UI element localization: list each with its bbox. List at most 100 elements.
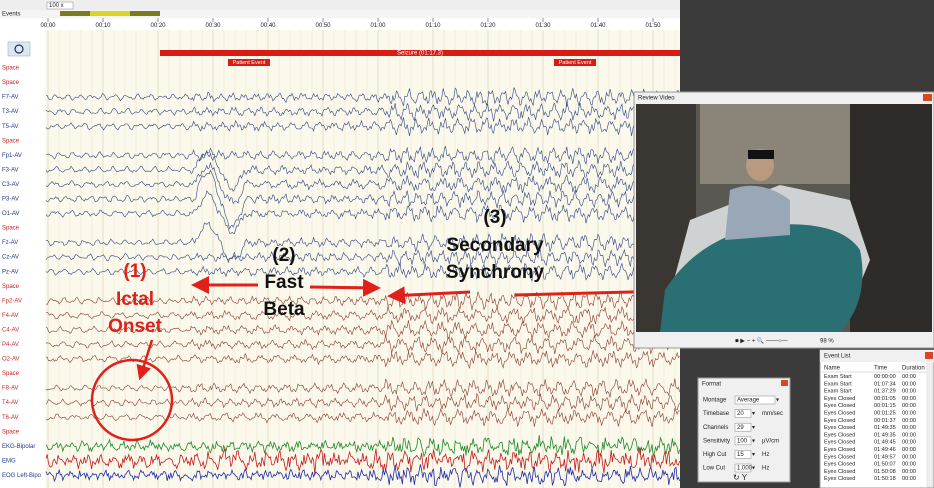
event-cell: Eyes Closed [824, 469, 855, 475]
field-value[interactable]: 100 [737, 438, 748, 444]
column-header: Name [824, 366, 841, 372]
event-cell: Eyes Closed [824, 440, 855, 446]
event-cell: 01:49:45 [874, 440, 896, 446]
event-cell: 01:37:29 [874, 389, 896, 395]
close-button[interactable] [781, 380, 788, 386]
event-cell: 00:01:05 [874, 396, 896, 402]
channel-label: T6-AV [2, 415, 19, 421]
event-cell: 00:00 [902, 396, 916, 402]
channel-label: C4-AV [2, 327, 19, 333]
dropdown-arrow[interactable]: ▾ [752, 466, 755, 472]
annotation-number: (2) [272, 245, 295, 266]
dropdown-arrow[interactable]: ▾ [752, 425, 755, 431]
time-label: 00:20 [150, 23, 166, 29]
dropdown-arrow[interactable]: ▾ [752, 452, 755, 458]
dropdown-arrow[interactable]: ▾ [776, 398, 779, 404]
field-label: Montage [703, 398, 727, 404]
annotation-text: Ictal [116, 289, 154, 310]
video-scene [700, 104, 850, 184]
event-cell: 01:49:57 [874, 454, 896, 460]
event-cell: 01:49:35 [874, 432, 896, 438]
video-zoom: 98 % [820, 339, 834, 345]
event-cell: Eyes Closed [824, 403, 855, 409]
privacy-bar [748, 150, 774, 159]
event-list: Event List NameTimeDurationExam Start00:… [820, 350, 934, 488]
event-cell: Exam Start [824, 389, 852, 395]
annotation-text: Synchrony [446, 262, 545, 283]
annotation-text: Beta [263, 299, 305, 320]
time-label: 00:00 [40, 23, 56, 29]
annotation-text: Secondary [446, 235, 544, 256]
channel-label: EOG Left-Bipo [2, 473, 42, 479]
field-value[interactable]: 29 [737, 425, 744, 431]
window-title: Event List [824, 354, 851, 360]
event-cell: Eyes Closed [824, 462, 855, 468]
time-label: 01:10 [425, 23, 441, 29]
event-cell: 00:01:15 [874, 403, 896, 409]
event-cell: 00:00 [902, 476, 916, 482]
field-unit: Hz [762, 452, 769, 458]
zoom[interactable]: 100 x [49, 3, 64, 9]
channel-label: Space [2, 226, 20, 232]
arrow [310, 287, 378, 288]
channel-label: F3-AV [2, 167, 19, 173]
field-unit: Hz [762, 466, 769, 472]
event-cell: 00:00 [902, 410, 916, 416]
event-cell: 00:00:00 [874, 374, 896, 380]
event-cell: 00:01:25 [874, 410, 896, 416]
event-cell: Eyes Closed [824, 425, 855, 431]
channel-label: Cz-AV [2, 255, 19, 261]
channel-label: EMG [2, 458, 16, 464]
event-cell: 00:00 [902, 425, 916, 431]
event-cell: Eyes Closed [824, 476, 855, 482]
icons[interactable]: ↻ Y [733, 473, 748, 482]
field-label: High Cut [703, 452, 727, 458]
video-controls[interactable]: ■ ▶ − + 🔍 ——○— [735, 337, 788, 345]
time-label: 00:30 [205, 23, 221, 29]
field-value[interactable]: 15 [737, 452, 744, 458]
channel-label: P3-AV [2, 197, 19, 203]
channel-label: F7-AV [2, 95, 19, 101]
event-cell: 01:49:46 [874, 447, 896, 453]
close-button[interactable] [925, 352, 933, 359]
channel-label: F8-AV [2, 386, 19, 392]
patient-event: Patient Event [559, 60, 592, 66]
event-cell: 01:50:18 [874, 476, 896, 482]
events-label: Events [2, 12, 20, 18]
event-track [90, 11, 130, 16]
patient-body [725, 186, 790, 240]
event-cell: 00:00 [902, 469, 916, 475]
event-cell: 00:00 [902, 418, 916, 424]
column-header: Time [874, 366, 888, 372]
dropdown-arrow[interactable]: ▾ [752, 438, 755, 444]
field-value[interactable]: Average [737, 398, 760, 404]
dropdown-arrow[interactable]: ▾ [752, 411, 755, 417]
channel-label: EKG-Bipolar [2, 444, 35, 450]
event-cell: 00:00 [902, 447, 916, 453]
field-value[interactable]: 20 [737, 411, 744, 417]
event-cell: Eyes Closed [824, 447, 855, 453]
channel-label: Fp2-AV [2, 298, 22, 304]
channel-label: Space [2, 371, 20, 377]
field-value[interactable]: 1.000 [737, 466, 753, 472]
toolbar [0, 0, 680, 10]
close-button[interactable] [923, 94, 932, 101]
field-label: Low Cut [703, 466, 725, 472]
target-button[interactable] [8, 42, 30, 56]
event-cell: Exam Start [824, 374, 852, 380]
event-cell: Eyes Closed [824, 418, 855, 424]
event-cell: 01:50:07 [874, 462, 896, 468]
event-cell: Eyes Closed [824, 396, 855, 402]
event-cell: 01:49:35 [874, 425, 896, 431]
channel-label: T3-AV [2, 109, 19, 115]
event-cell: Eyes Closed [824, 454, 855, 460]
channel-label: Fz-AV [2, 240, 18, 246]
time-label: 01:50 [645, 23, 661, 29]
event-cell: Eyes Closed [824, 432, 855, 438]
channel-label: T5-AV [2, 124, 19, 130]
channel-label: Space [2, 138, 20, 144]
patient-event: Patient Event [233, 60, 266, 66]
event-cell: 00:00 [902, 440, 916, 446]
channel-label: Pz-AV [2, 269, 19, 275]
channel-label: P4-AV [2, 342, 19, 348]
